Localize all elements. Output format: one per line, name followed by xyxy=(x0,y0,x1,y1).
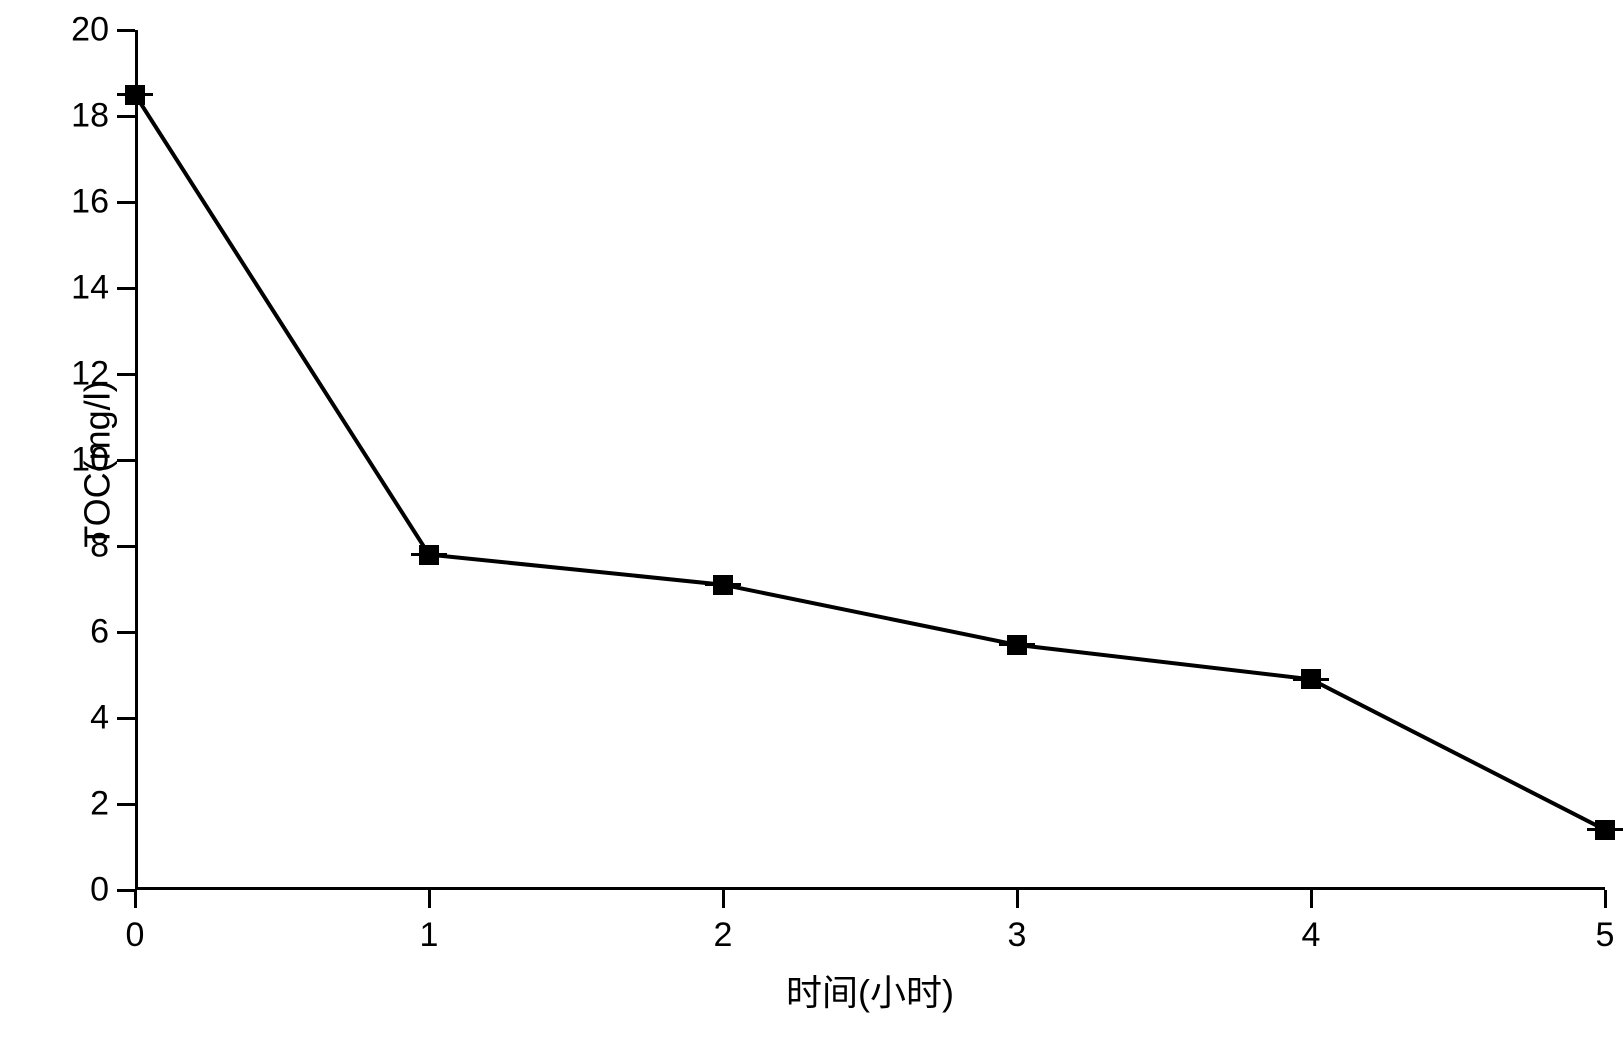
y-tick xyxy=(117,717,135,720)
y-tick xyxy=(117,459,135,462)
y-tick-label: 6 xyxy=(90,613,109,652)
marker-whisker xyxy=(411,553,447,556)
y-tick xyxy=(117,803,135,806)
marker-whisker xyxy=(705,583,741,586)
x-tick xyxy=(722,890,725,908)
y-tick-label: 12 xyxy=(71,355,109,394)
y-tick xyxy=(117,287,135,290)
chart-container: TOC(mg/l) 时间(小时) 02468101214161820012345 xyxy=(0,0,1623,1049)
y-tick-label: 2 xyxy=(90,785,109,824)
marker-whisker xyxy=(1587,828,1623,831)
y-tick-label: 18 xyxy=(71,97,109,136)
x-tick-label: 0 xyxy=(126,916,145,955)
marker-whisker xyxy=(117,93,153,96)
x-tick xyxy=(1310,890,1313,908)
y-tick-label: 14 xyxy=(71,269,109,308)
y-tick xyxy=(117,373,135,376)
marker-whisker xyxy=(1293,678,1329,681)
y-tick xyxy=(117,889,135,892)
y-tick-label: 8 xyxy=(90,527,109,566)
y-tick xyxy=(117,545,135,548)
y-tick-label: 10 xyxy=(71,441,109,480)
x-axis-title: 时间(小时) xyxy=(786,964,954,1016)
x-tick xyxy=(428,890,431,908)
y-tick-label: 16 xyxy=(71,183,109,222)
x-tick-label: 5 xyxy=(1596,916,1615,955)
x-tick-label: 2 xyxy=(714,916,733,955)
y-tick xyxy=(117,201,135,204)
y-tick-label: 20 xyxy=(71,11,109,50)
x-tick xyxy=(134,890,137,908)
y-tick xyxy=(117,29,135,32)
y-tick xyxy=(117,631,135,634)
plot-area xyxy=(135,30,1605,890)
marker-whisker xyxy=(999,643,1035,646)
x-tick-label: 1 xyxy=(420,916,439,955)
x-tick xyxy=(1016,890,1019,908)
x-tick xyxy=(1604,890,1607,908)
y-tick-label: 0 xyxy=(90,871,109,910)
x-tick-label: 4 xyxy=(1302,916,1321,955)
y-tick-label: 4 xyxy=(90,699,109,738)
x-tick-label: 3 xyxy=(1008,916,1027,955)
y-tick xyxy=(117,115,135,118)
